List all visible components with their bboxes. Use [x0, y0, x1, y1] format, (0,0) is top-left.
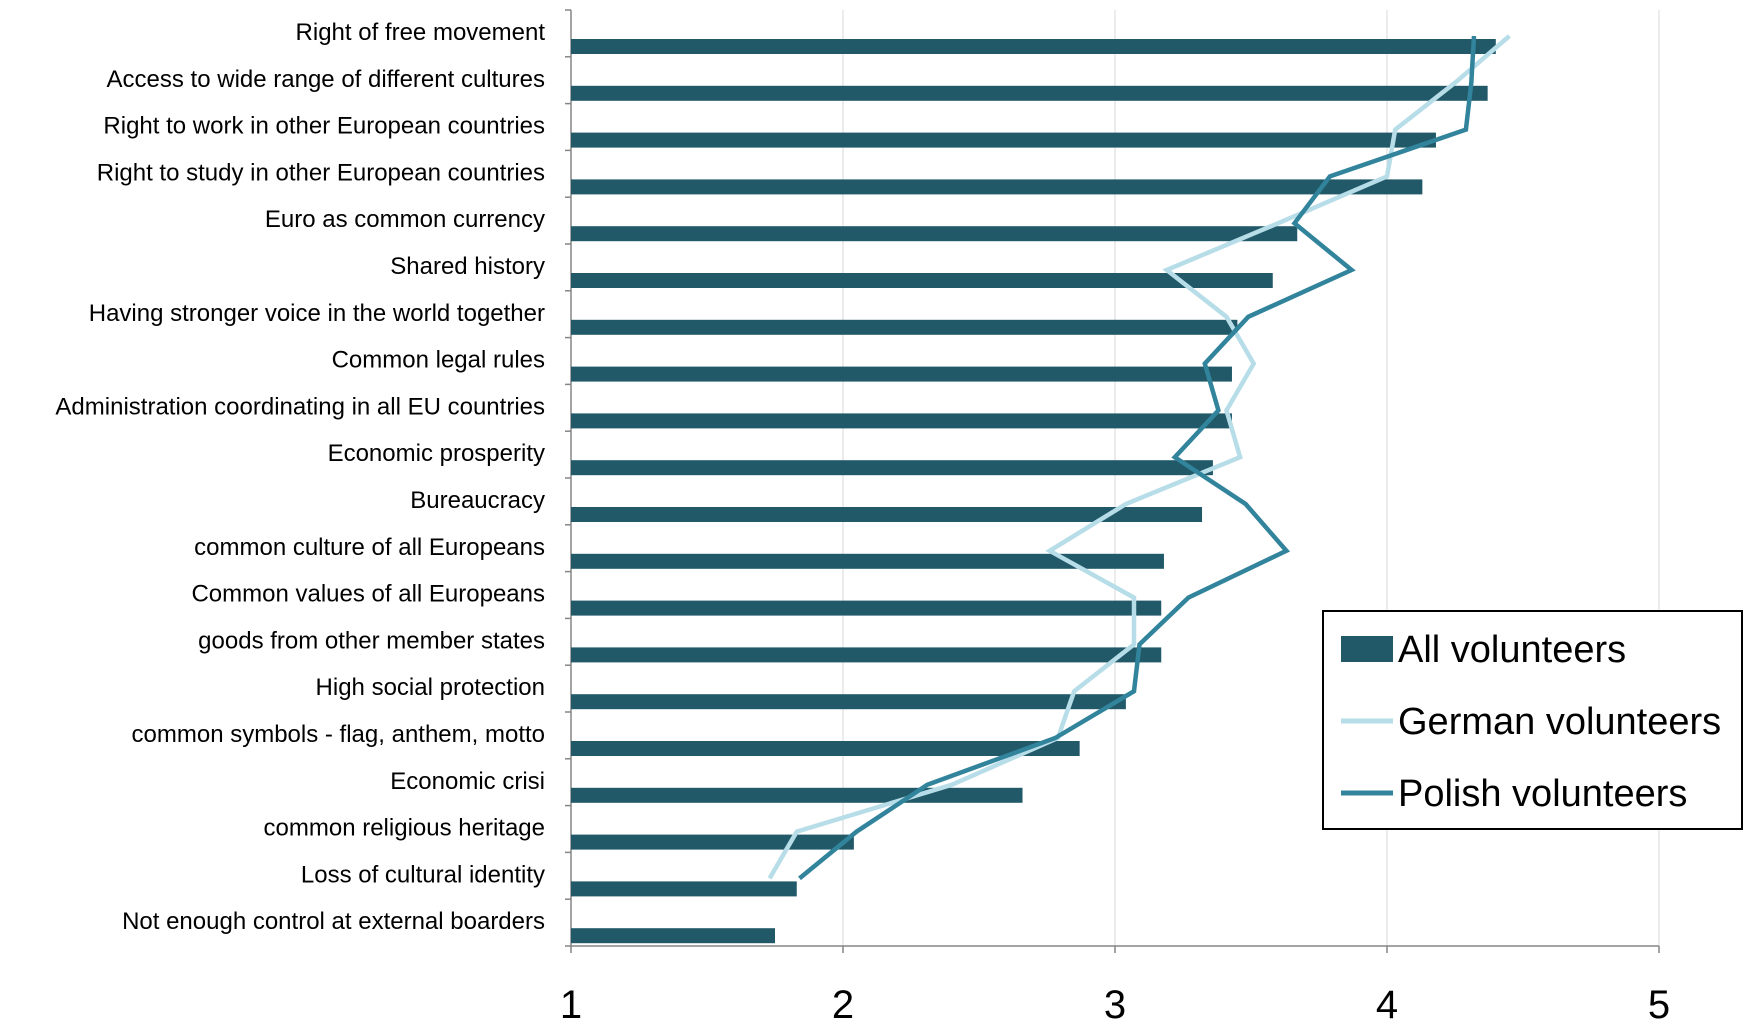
- category-label: Shared history: [390, 253, 545, 280]
- category-label: Right to study in other European countri…: [97, 159, 545, 186]
- bar: [571, 553, 1164, 569]
- category-label: Right to work in other European countrie…: [103, 113, 545, 140]
- bar: [571, 881, 797, 897]
- category-label: Economic crisi: [390, 768, 545, 795]
- legend-swatch-all-volunteers: [1341, 636, 1393, 662]
- bar: [571, 226, 1298, 242]
- category-label: Access to wide range of different cultur…: [107, 66, 545, 93]
- x-tick-label: 3: [1104, 983, 1126, 1025]
- bar: [571, 319, 1238, 335]
- category-labels: Right of free movement Access to wide ran…: [55, 19, 545, 935]
- bar: [571, 460, 1213, 476]
- bar: [571, 647, 1162, 663]
- category-label: goods from other member states: [198, 627, 545, 654]
- bar: [571, 787, 1023, 803]
- bar: [571, 366, 1232, 382]
- bar: [571, 85, 1488, 101]
- x-tick-labels: 1 2 3 4 5: [560, 983, 1670, 1025]
- category-label: Economic prosperity: [328, 440, 545, 467]
- x-tick-label: 1: [560, 983, 582, 1025]
- category-label: Common values of all Europeans: [191, 581, 545, 608]
- category-label: Loss of cultural identity: [301, 861, 545, 888]
- category-label: High social protection: [316, 674, 545, 701]
- category-label: Right of free movement: [296, 19, 546, 46]
- x-tick-label: 2: [832, 983, 854, 1025]
- bar: [571, 179, 1423, 195]
- bar: [571, 834, 854, 850]
- line-series: [767, 34, 1511, 881]
- category-label: Euro as common currency: [265, 206, 545, 233]
- category-label: Administration coordinating in all EU co…: [55, 393, 545, 420]
- bar: [571, 600, 1162, 616]
- legend-label-polish-volunteers: Polish volunteers: [1398, 773, 1687, 815]
- bar: [571, 694, 1126, 710]
- bar: [571, 741, 1080, 756]
- bar: [571, 132, 1436, 148]
- legend-label-all-volunteers: All volunteers: [1398, 629, 1626, 671]
- category-label: common religious heritage: [264, 815, 545, 842]
- category-label: common symbols - flag, anthem, motto: [132, 721, 545, 748]
- category-label: Not enough control at external boarders: [122, 908, 545, 935]
- category-label: common culture of all Europeans: [194, 534, 545, 561]
- category-label: Bureaucracy: [410, 487, 545, 514]
- bar: [571, 413, 1232, 429]
- bar: [571, 507, 1203, 522]
- x-tick-label: 4: [1376, 983, 1398, 1025]
- category-label: Having stronger voice in the world toget…: [89, 300, 545, 327]
- bar: [571, 39, 1496, 54]
- bar: [571, 928, 775, 944]
- legend: All volunteers German volunteers Polish …: [1322, 610, 1743, 830]
- line-polish-volunteers: [798, 35, 1477, 881]
- x-tick-label: 5: [1648, 983, 1670, 1025]
- bar: [571, 273, 1273, 288]
- legend-label-german-volunteers: German volunteers: [1398, 701, 1721, 743]
- category-label: Common legal rules: [332, 347, 545, 374]
